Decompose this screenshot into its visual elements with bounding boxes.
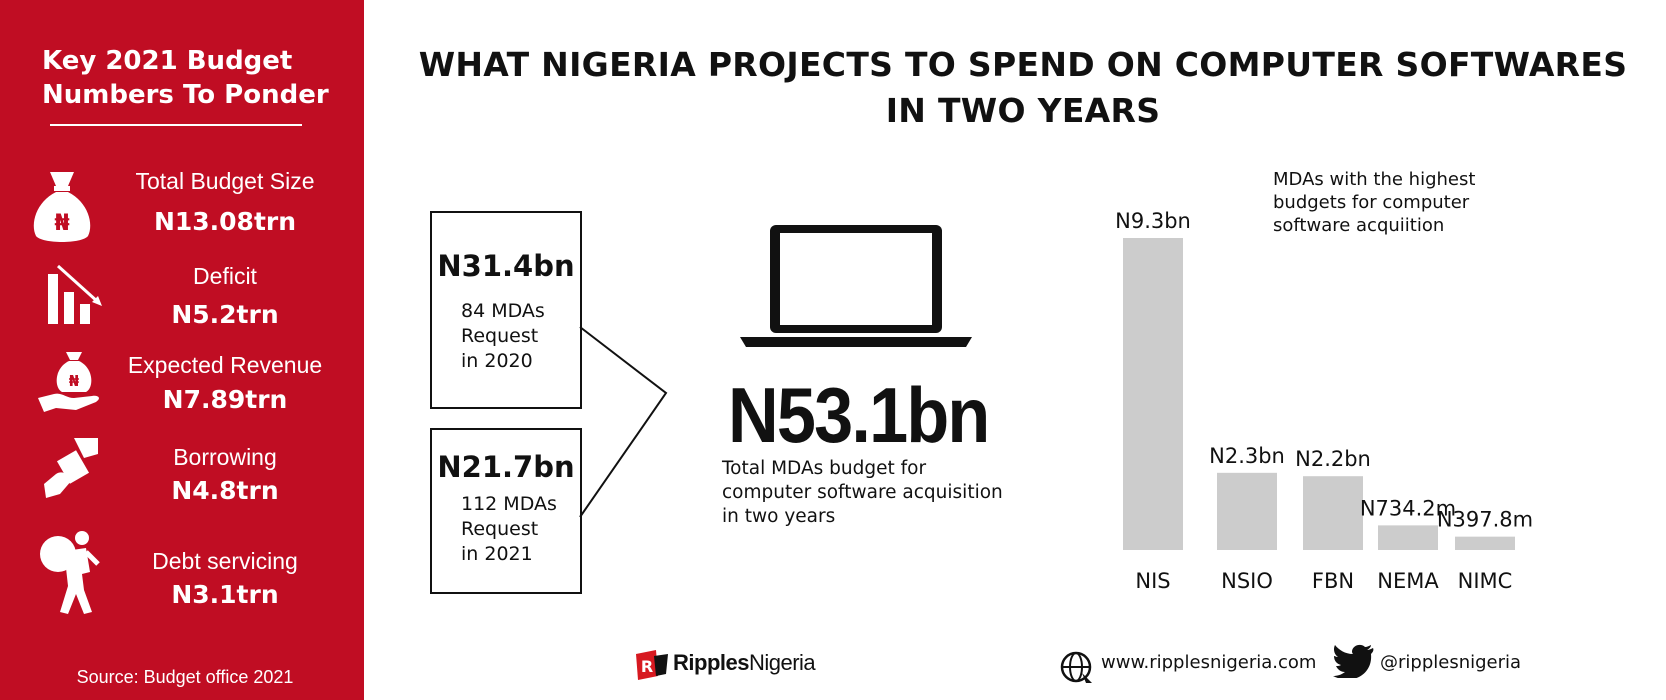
data-label-nema: N734.2m [1360,496,1456,520]
bracket-connector [579,326,668,518]
revenue-label: Expected Revenue [127,352,323,378]
ripples-logo-icon: R [636,650,668,680]
borrowing-label: Borrowing [173,444,277,470]
twitter-bird-icon [1333,644,1374,678]
data-label-fbn: N2.2bn [1295,447,1371,471]
request-amount-2020: N31.4bn [437,249,575,283]
bar-nimc [1455,536,1515,550]
debt-servicing-value: N3.1trn [171,580,279,609]
request-desc-2020: 84 MDAs Request in 2020 [461,300,545,372]
revenue-value: N7.89trn [162,385,288,414]
mda-bar-chart: N9.3bn NIS N2.3bn NSIO N2.2bn FBN N734.2m NEMA N… [1115,209,1533,593]
bar-nis [1123,238,1183,550]
bar-nema [1378,525,1438,550]
deficit-label: Deficit [193,263,257,289]
budget-size-label: Total Budget Size [135,168,315,194]
request-box-2021: N21.7bn 112 MDAs Request in 2021 [430,428,582,594]
category-label-nema: NEMA [1377,569,1439,593]
hand-money-bag-icon: ₦ [38,352,99,412]
request-box-2020: N31.4bn 84 MDAs Request in 2020 [430,211,582,409]
borrowing-value: N4.8trn [171,476,279,505]
data-label-nsio: N2.3bn [1209,444,1285,468]
debt-servicing-label: Debt servicing [152,548,298,574]
deficit-value: N5.2trn [171,300,279,329]
main-title: WHAT NIGERIA PROJECTS TO SPEND ON COMPUT… [418,45,1628,130]
request-amount-2021: N21.7bn [437,450,575,484]
money-bag-icon: ₦ [33,172,91,242]
svg-text:₦: ₦ [69,372,80,390]
chart-title: MDAs with the highest budgets for comput… [1273,169,1476,236]
bar-fbn [1303,476,1363,550]
twitter-handle[interactable]: @ripplesnigeria [1380,652,1522,673]
category-label-nis: NIS [1135,569,1170,593]
declining-bars-icon [48,264,102,324]
bar-nsio [1217,472,1277,550]
laptop-icon [740,225,972,347]
sidebar: Key 2021 Budget Numbers To Ponder ₦ Tota… [0,0,364,700]
sidebar-title: Key 2021 Budget Numbers To Ponder [42,46,329,110]
hand-exchange-icon [44,438,98,498]
total-amount: N53.1bn [728,371,990,459]
budget-size-value: N13.08trn [153,207,297,236]
data-label-nimc: N397.8m [1437,508,1533,532]
sidebar-divider [50,124,302,126]
svg-text:₦: ₦ [54,211,69,236]
svg-text:R: R [641,657,653,676]
category-label-fbn: FBN [1312,569,1354,593]
website-link[interactable]: www.ripplesnigeria.com [1101,652,1317,673]
person-carrying-sack-icon [40,531,100,614]
category-label-nimc: NIMC [1458,569,1513,593]
category-label-nsio: NSIO [1221,569,1273,593]
globe-icon [1060,651,1092,683]
brand-name: RipplesNigeria [673,650,816,675]
total-description: Total MDAs budget for computer software … [722,458,1003,527]
request-desc-2021: 112 MDAs Request in 2021 [461,493,557,565]
source-note: Source: Budget office 2021 [76,667,294,687]
data-label-nis: N9.3bn [1115,209,1191,233]
